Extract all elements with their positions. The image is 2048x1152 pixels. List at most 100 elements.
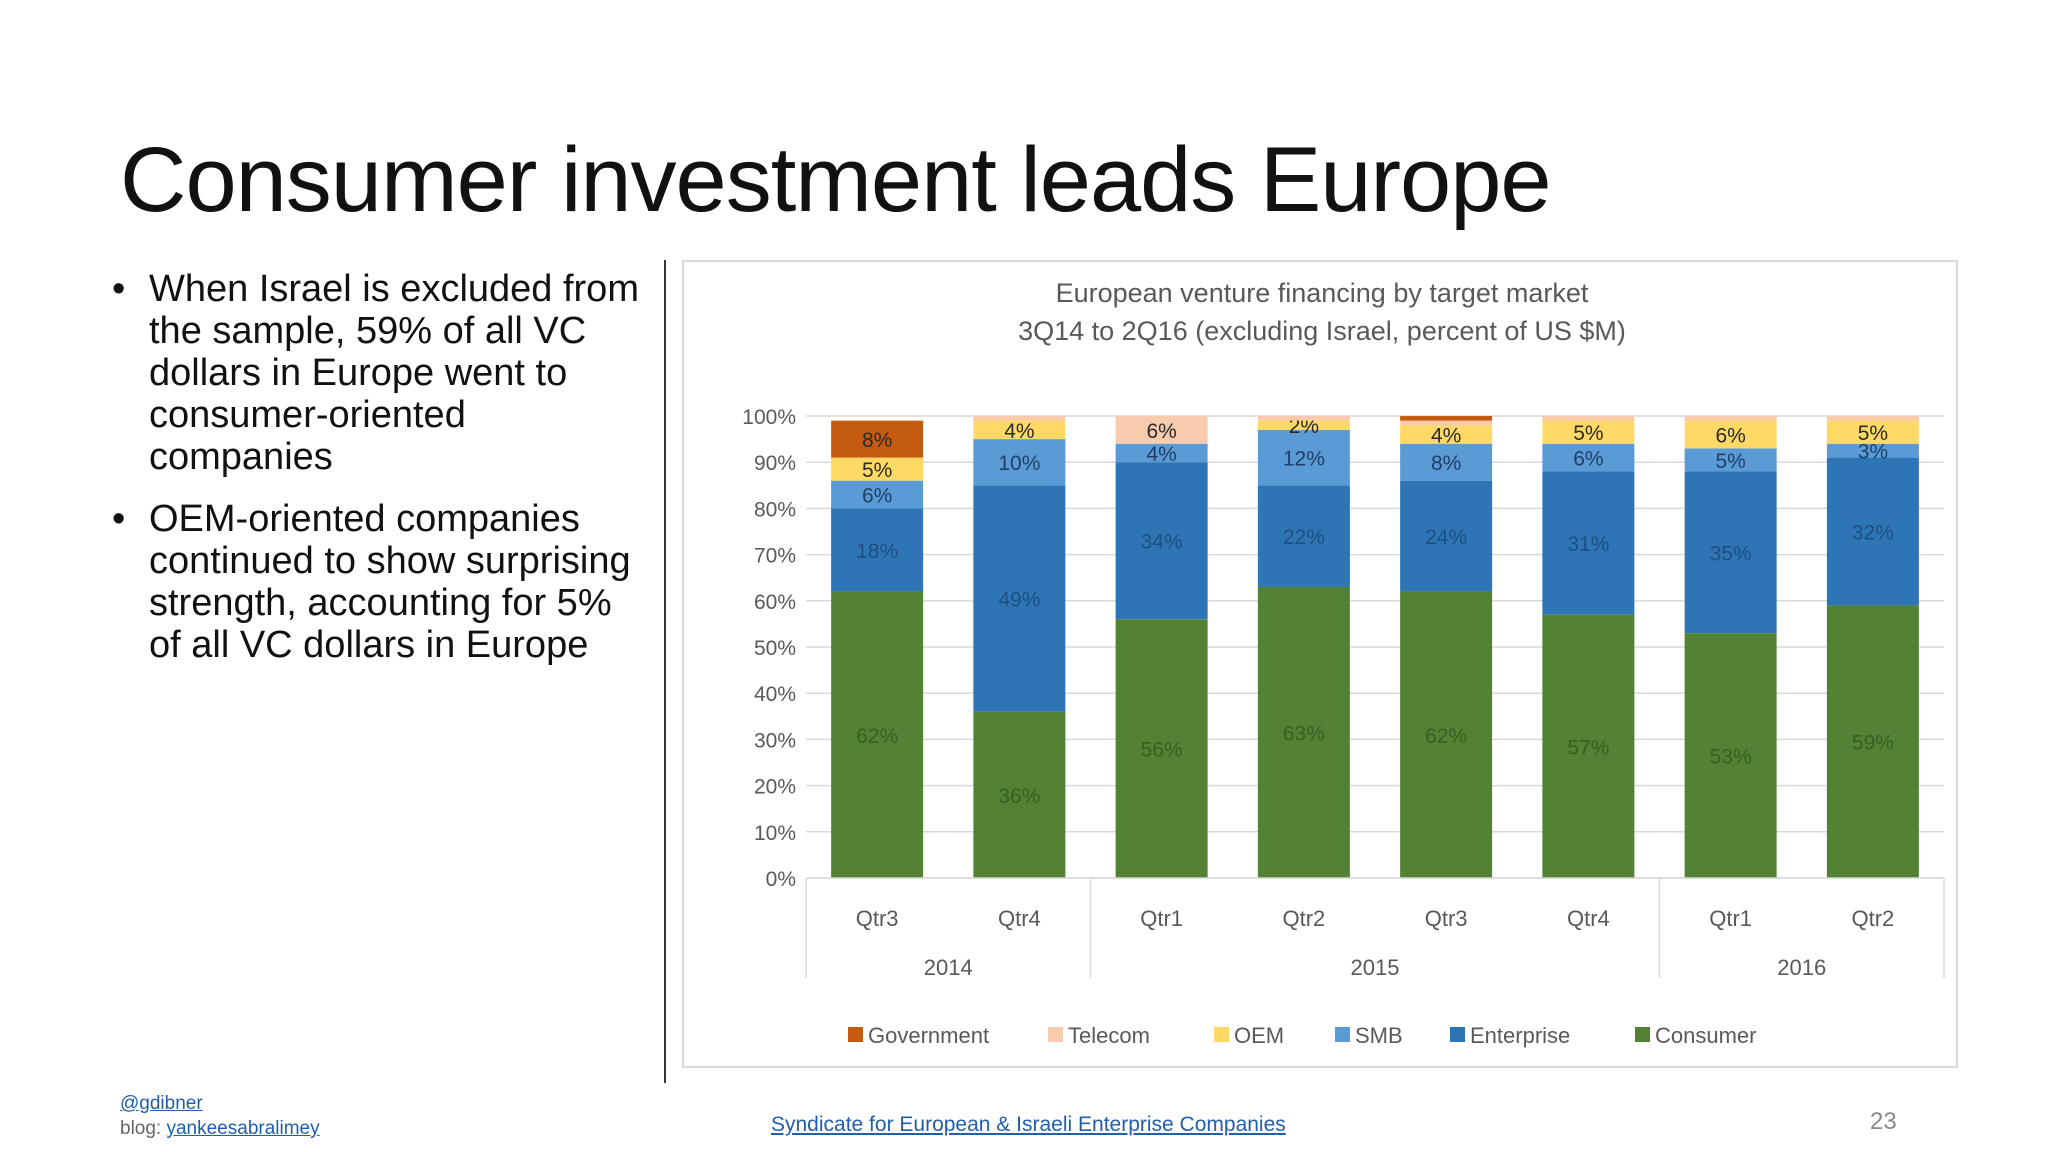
bullet-glyph: • — [112, 268, 126, 310]
data-label: 62% — [1425, 725, 1467, 748]
data-label: 62% — [856, 725, 898, 748]
y-tick-label: 40% — [754, 683, 796, 706]
x-tick-label: Qtr4 — [1567, 906, 1610, 931]
data-label: 6% — [1146, 420, 1176, 443]
bar-segment-smb — [1257, 429, 1350, 486]
x-tick-label: Qtr4 — [998, 906, 1041, 931]
chart-title: European venture financing by target mar… — [1056, 278, 1589, 308]
bar-segment-enterprise — [831, 508, 924, 592]
y-tick-label: 20% — [754, 776, 796, 799]
x-group-label: 2016 — [1777, 955, 1826, 980]
data-label: 63% — [1283, 722, 1325, 745]
bar-segment-enterprise — [1257, 485, 1350, 587]
y-tick-label: 70% — [754, 545, 796, 568]
bullet-text: When Israel is excluded from the sample,… — [149, 268, 639, 478]
data-label: 56% — [1141, 739, 1183, 762]
bar-segment-enterprise — [1400, 480, 1493, 592]
legend-label: Consumer — [1655, 1023, 1756, 1048]
bar-segment-smb — [831, 480, 924, 509]
legend-swatch-government — [848, 1027, 863, 1042]
y-tick-label: 90% — [754, 452, 796, 475]
bar-segment-telecom — [1826, 416, 1919, 421]
data-label: 6% — [1573, 448, 1603, 471]
bullet-list: • When Israel is excluded from the sampl… — [112, 268, 642, 686]
data-label: 12% — [1283, 448, 1325, 471]
data-label: 35% — [1710, 542, 1752, 565]
bullet-text: OEM-oriented companies continued to show… — [149, 498, 631, 666]
slide-title: Consumer investment leads Europe — [120, 129, 1552, 231]
data-label: 3% — [1858, 441, 1888, 464]
bar-segment-telecom — [1684, 416, 1777, 421]
chart-subtitle: 3Q14 to 2Q16 (excluding Israel, percent … — [1018, 316, 1626, 346]
bar-segment-oem — [1400, 425, 1493, 444]
data-label: 6% — [862, 485, 892, 508]
bar-segment-consumer — [1400, 591, 1493, 878]
bar-segment-smb — [1542, 443, 1635, 472]
bar-segment-consumer — [1684, 633, 1777, 878]
syndicate-link[interactable]: Syndicate for European & Israeli Enterpr… — [771, 1113, 1286, 1136]
bar-segment-enterprise — [1542, 471, 1635, 615]
bar-segment-consumer — [973, 711, 1066, 878]
x-tick-label: Qtr2 — [1282, 906, 1325, 931]
data-label: 59% — [1852, 732, 1894, 755]
y-tick-label: 50% — [754, 637, 796, 660]
legend-label: Government — [868, 1023, 989, 1048]
blog-link[interactable]: yankeesabralimey — [166, 1118, 320, 1139]
y-tick-label: 60% — [754, 591, 796, 614]
page-number: 23 — [1870, 1108, 1897, 1135]
x-group-label: 2015 — [1351, 955, 1400, 980]
legend-swatch-enterprise — [1450, 1027, 1465, 1042]
bullet-glyph: • — [112, 498, 126, 540]
bar-segment-enterprise — [973, 485, 1066, 712]
data-label: 8% — [862, 429, 892, 452]
x-tick-label: Qtr1 — [1140, 906, 1183, 931]
data-label: 49% — [998, 588, 1040, 611]
x-tick-label: Qtr3 — [856, 906, 899, 931]
bar-segment-smb — [1400, 443, 1493, 481]
data-label: 5% — [1573, 422, 1603, 445]
stacked-bar-chart: European venture financing by target mar… — [742, 278, 1945, 1048]
data-label: 2% — [1289, 415, 1319, 438]
data-label: 10% — [998, 452, 1040, 475]
legend-label: Enterprise — [1470, 1023, 1570, 1048]
bar-segment-smb — [1115, 443, 1208, 463]
data-label: 4% — [1431, 424, 1461, 447]
bar-segment-enterprise — [1115, 462, 1208, 620]
bullet-item: • OEM-oriented companies continued to sh… — [112, 498, 642, 666]
bar-segment-oem — [1684, 420, 1777, 449]
bar-segment-telecom — [1115, 416, 1208, 444]
bar-segment-telecom — [973, 416, 1066, 421]
y-tick-label: 80% — [754, 498, 796, 521]
bar-segment-consumer — [1826, 605, 1919, 878]
twitter-handle-link[interactable]: @gdibner — [120, 1093, 203, 1114]
x-tick-label: Qtr2 — [1851, 906, 1894, 931]
legend-swatch-consumer — [1635, 1027, 1650, 1042]
data-label: 4% — [1146, 443, 1176, 466]
bullet-item: • When Israel is excluded from the sampl… — [112, 268, 642, 478]
legend-label: Telecom — [1068, 1023, 1150, 1048]
bar-segment-smb — [973, 439, 1066, 486]
bar-segment-enterprise — [1826, 457, 1919, 606]
bar-segment-smb — [1684, 448, 1777, 472]
data-label: 34% — [1141, 531, 1183, 554]
data-label: 32% — [1852, 522, 1894, 545]
bar-segment-smb — [1826, 443, 1919, 458]
data-label: 5% — [1858, 422, 1888, 445]
data-label: 5% — [1715, 450, 1745, 473]
bar-segment-telecom — [1257, 416, 1350, 421]
data-label: 18% — [856, 540, 898, 563]
bar-segment-oem — [1542, 420, 1635, 444]
data-label: 31% — [1567, 533, 1609, 556]
bar-segment-oem — [1257, 420, 1350, 430]
legend-swatch-telecom — [1048, 1027, 1063, 1042]
bar-segment-consumer — [1257, 586, 1350, 878]
bar-segment-consumer — [831, 591, 924, 878]
bar-segment-consumer — [1115, 619, 1208, 878]
bar-segment-government — [1400, 416, 1493, 421]
bar-segment-telecom — [1400, 420, 1493, 426]
legend-swatch-oem — [1214, 1027, 1229, 1042]
bar-segment-consumer — [1542, 614, 1635, 878]
legend-label: OEM — [1234, 1023, 1284, 1048]
bar-segment-oem — [1826, 420, 1919, 444]
legend-label: SMB — [1355, 1023, 1403, 1048]
